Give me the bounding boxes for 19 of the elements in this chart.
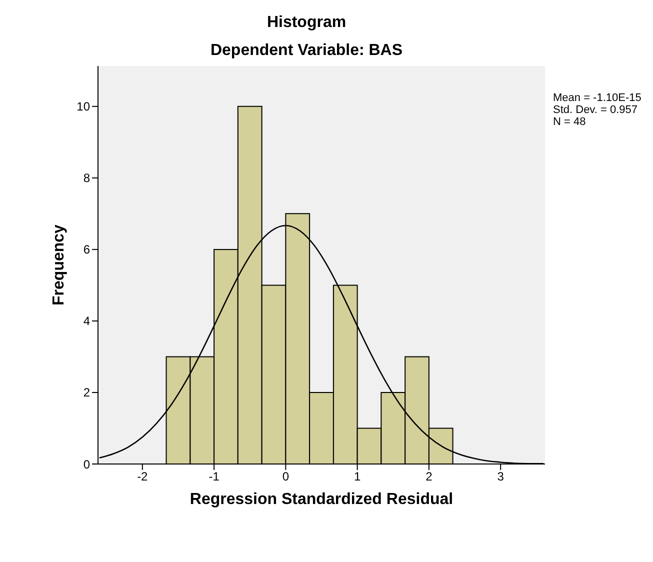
x-tick-label: 0 bbox=[282, 470, 290, 484]
x-tick-label: 1 bbox=[354, 470, 361, 484]
chart-subtitle: Dependent Variable: BAS bbox=[209, 42, 404, 60]
text: Std. Dev. = 0.957 bbox=[553, 104, 638, 116]
y-tick-label: 4 bbox=[83, 314, 90, 328]
y-axis-title: Frequency bbox=[50, 224, 68, 306]
text: N = 48 bbox=[553, 116, 587, 128]
text: Mean = -1.10E-15 bbox=[553, 92, 642, 104]
x-tick-label: -1 bbox=[208, 470, 220, 484]
x-tick-label: -2 bbox=[137, 470, 148, 484]
x-tick-label: 2 bbox=[426, 470, 433, 484]
y-tick-label: 0 bbox=[83, 457, 90, 472]
y-tick-label: 10 bbox=[76, 100, 90, 114]
y-tick-label: 6 bbox=[83, 242, 90, 257]
y-tick-label: 8 bbox=[83, 171, 90, 186]
x-tick-label: 3 bbox=[497, 470, 504, 484]
chart-title: Histogram bbox=[266, 14, 348, 32]
x-axis-title: Regression Standardized Residual bbox=[190, 491, 454, 508]
y-tick-label: 2 bbox=[83, 386, 90, 400]
